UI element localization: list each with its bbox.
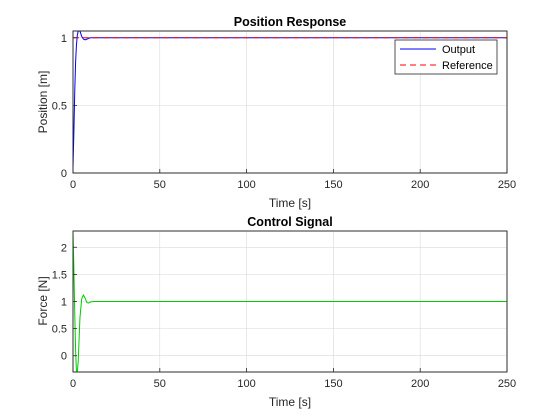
- control-y-tick-label: 1.5: [52, 269, 67, 281]
- control-x-tick-label: 0: [70, 378, 76, 390]
- position-x-tick-label: 250: [498, 179, 516, 191]
- control-y-tick-label: 0.5: [52, 324, 67, 336]
- position-y-tick-label: 0: [61, 168, 67, 180]
- position-legend: Output Reference: [394, 39, 498, 75]
- control-y-tick-label: 0: [61, 351, 67, 363]
- legend-reference-label: Reference: [442, 60, 493, 72]
- legend-output-label: Output: [442, 44, 475, 56]
- control-y-tick-label: 2: [61, 242, 67, 254]
- position-x-tick-label: 200: [411, 179, 429, 191]
- position-x-axis-label: Time [s]: [269, 196, 311, 210]
- position-x-tick-label: 50: [154, 179, 166, 191]
- control-y-axis-label: Force [N]: [36, 276, 50, 325]
- control-series-line0: [72, 230, 507, 373]
- control-x-tick-label: 100: [237, 378, 255, 390]
- position-x-tick-label: 0: [70, 179, 76, 191]
- position-chart-title: Position Response: [234, 15, 347, 29]
- control-x-tick-label: 250: [498, 378, 516, 390]
- position-plot-frame: [72, 30, 508, 174]
- position-x-tick-label: 100: [237, 179, 255, 191]
- position-x-tick-label: 150: [324, 179, 342, 191]
- position-series-output: [72, 30, 507, 168]
- position-y-tick-label: 0.5: [52, 100, 67, 112]
- position-y-tick-label: 1: [61, 33, 67, 45]
- position-y-axis-label: Position [m]: [36, 71, 50, 134]
- legend-box: [394, 39, 498, 75]
- control-x-tick-label: 50: [154, 378, 166, 390]
- position-response-axes: 0 50 100 150 200 250 0 0.5 1 Position Response T…: [36, 15, 516, 210]
- control-x-tick-label: 150: [324, 378, 342, 390]
- control-y-tick-label: 1: [61, 297, 67, 309]
- control-chart-title: Control Signal: [247, 215, 332, 229]
- control-x-axis-label: Time [s]: [269, 395, 311, 409]
- control-x-tick-label: 200: [411, 378, 429, 390]
